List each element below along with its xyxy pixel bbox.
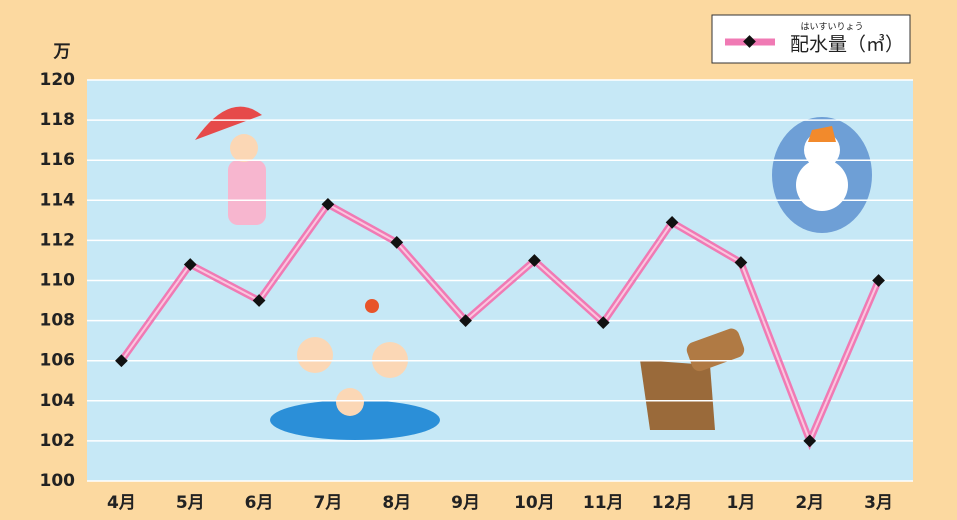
legend-reading: はいすいりょう (800, 22, 863, 33)
y-tick-label: 100 (40, 471, 76, 491)
legend-label: 配水量（㎥） (790, 34, 904, 56)
x-tick-label: 11月 (583, 493, 624, 513)
y-tick-label: 112 (40, 230, 76, 250)
chart: 万 はいすいりょう 配水量（㎥） 100 102 104 106 108 110 112 11… (0, 0, 957, 520)
x-tick-label: 2月 (795, 493, 824, 513)
ball (365, 299, 379, 313)
x-tick-label: 5月 (176, 493, 205, 513)
x-tick-label: 7月 (313, 493, 342, 513)
kid (297, 337, 333, 373)
y-tick-label: 120 (40, 70, 76, 90)
y-tick-label: 106 (40, 351, 76, 371)
kid (336, 388, 364, 416)
x-tick-label: 1月 (726, 493, 755, 513)
y-tick-label: 110 (40, 271, 76, 291)
mortar (640, 360, 715, 430)
x-tick-label: 10月 (514, 493, 555, 513)
y-tick-label: 104 (40, 391, 76, 411)
y-unit: 万 (53, 42, 71, 62)
y-tick-label: 114 (40, 190, 76, 210)
x-tick-label: 8月 (382, 493, 411, 513)
y-tick-label: 108 (40, 311, 76, 331)
y-tick-label: 116 (40, 150, 76, 170)
girl-head (230, 134, 258, 162)
x-tick-label: 4月 (107, 493, 136, 513)
y-tick-label: 118 (40, 110, 76, 130)
x-tick-label: 3月 (864, 493, 893, 513)
x-tick-label: 9月 (451, 493, 480, 513)
x-tick-label: 12月 (652, 493, 693, 513)
y-tick-label: 102 (40, 431, 76, 451)
x-tick-label: 6月 (245, 493, 274, 513)
girl (228, 160, 266, 225)
